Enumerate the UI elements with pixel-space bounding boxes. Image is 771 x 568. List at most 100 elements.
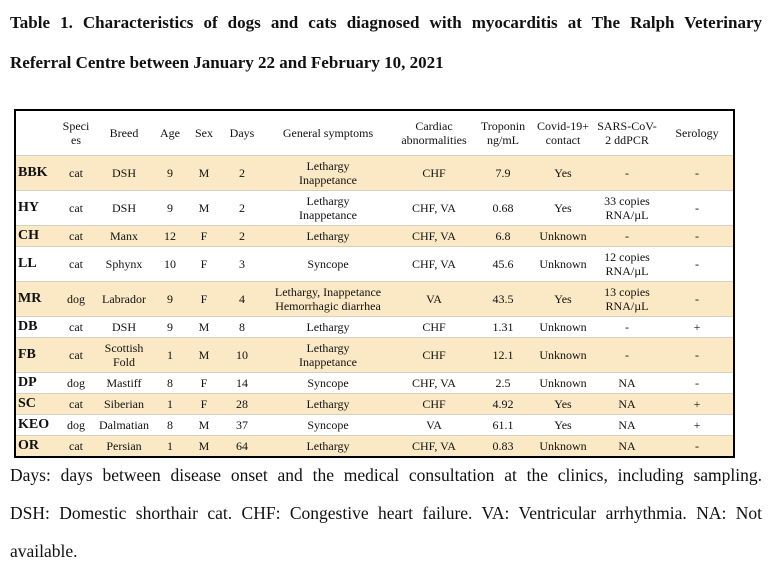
footnote-line-2: DSH: Domestic shorthair cat. CHF: Conges… bbox=[10, 502, 762, 523]
cell-general-symptoms: Syncope bbox=[307, 417, 349, 432]
column-header-ddpcr: SARS-CoV-2 ddPCR bbox=[593, 110, 661, 155]
table-caption-line-2: Referral Centre between January 22 and F… bbox=[10, 53, 444, 72]
cell-species: cat bbox=[69, 438, 83, 453]
cell-age: 9 bbox=[167, 165, 173, 180]
cell-troponin: 43.5 bbox=[492, 291, 514, 306]
cell-days: 2 bbox=[239, 228, 245, 243]
cell-cardiac-abnormalities: CHF, VA bbox=[412, 256, 456, 271]
cell-breed: DSH bbox=[111, 319, 136, 334]
row-id: MR bbox=[18, 290, 42, 306]
cell-days: 4 bbox=[239, 291, 245, 306]
cell-sex: M bbox=[198, 417, 210, 432]
cell-troponin: 2.5 bbox=[495, 375, 511, 390]
cell-ddpcr: 12 copies RNA/µL bbox=[604, 249, 650, 278]
cell-ddpcr: NA bbox=[618, 438, 636, 453]
table-row: DB cat DSH 9 M 8 Lethargy CHF 1.31 Unkno… bbox=[15, 316, 734, 337]
cell-serology: - bbox=[695, 256, 699, 271]
cell-general-symptoms: Lethargy Inappetance bbox=[299, 340, 357, 369]
cell-covid-contact: Yes bbox=[554, 291, 572, 306]
cell-breed: Dalmatian bbox=[99, 417, 149, 432]
cell-cardiac-abnormalities: CHF bbox=[422, 347, 446, 362]
cell-cardiac-abnormalities: CHF bbox=[422, 319, 446, 334]
column-header-age: Age bbox=[155, 110, 185, 155]
cell-serology: - bbox=[695, 375, 699, 390]
cell-sex: M bbox=[198, 347, 210, 362]
cell-covid-contact: Unknown bbox=[539, 375, 587, 390]
table-row: SC cat Siberian 1 F 28 Lethargy CHF 4.92… bbox=[15, 393, 734, 414]
cell-troponin: 0.68 bbox=[492, 200, 514, 215]
row-id: BBK bbox=[18, 164, 48, 180]
cell-serology: - bbox=[695, 347, 699, 362]
cell-general-symptoms: Lethargy Inappetance bbox=[299, 193, 357, 222]
cell-ddpcr: 33 copies RNA/µL bbox=[604, 193, 650, 222]
cell-general-symptoms: Lethargy Inappetance bbox=[299, 158, 357, 187]
row-id: HY bbox=[18, 199, 39, 215]
cell-days: 2 bbox=[239, 165, 245, 180]
cell-days: 2 bbox=[239, 200, 245, 215]
cell-cardiac-abnormalities: CHF, VA bbox=[412, 228, 456, 243]
cell-breed: Scottish Fold bbox=[104, 340, 144, 369]
cell-general-symptoms: Lethargy bbox=[306, 319, 350, 334]
row-id: LL bbox=[18, 255, 37, 271]
column-header-covid-contact: Covid-19+ contact bbox=[533, 110, 593, 155]
row-id: DB bbox=[18, 318, 38, 334]
cell-species: cat bbox=[69, 256, 83, 271]
cell-serology: - bbox=[695, 438, 699, 453]
cell-ddpcr: - bbox=[625, 165, 629, 180]
cell-sex: F bbox=[200, 228, 208, 243]
cell-general-symptoms: Syncope bbox=[307, 375, 349, 390]
column-header-cardiac-abnormalities: Cardiac abnormalities bbox=[395, 110, 473, 155]
column-header-general-symptoms: General symptoms bbox=[261, 110, 395, 155]
cell-serology: - bbox=[695, 291, 699, 306]
cell-age: 12 bbox=[164, 228, 176, 243]
cell-troponin: 61.1 bbox=[492, 417, 514, 432]
table-row: HY cat DSH 9 M 2 Lethargy Inappetance CH… bbox=[15, 190, 734, 225]
footnote-line-3: available. bbox=[10, 540, 78, 561]
cell-general-symptoms: Lethargy bbox=[306, 438, 350, 453]
cell-covid-contact: Unknown bbox=[539, 319, 587, 334]
table-row: LL cat Sphynx 10 F 3 Syncope CHF, VA 45.… bbox=[15, 246, 734, 281]
cell-breed: Manx bbox=[110, 228, 138, 243]
cell-serology: - bbox=[695, 165, 699, 180]
cell-sex: F bbox=[200, 396, 208, 411]
cell-species: cat bbox=[69, 319, 83, 334]
cell-breed: DSH bbox=[111, 165, 136, 180]
cell-ddpcr: - bbox=[625, 319, 629, 334]
table-row: DP dog Mastiff 8 F 14 Syncope CHF, VA 2.… bbox=[15, 372, 734, 393]
cell-species: cat bbox=[69, 396, 83, 411]
row-id: SC bbox=[18, 395, 36, 411]
row-id: CH bbox=[18, 227, 39, 243]
cell-age: 1 bbox=[167, 438, 173, 453]
cell-troponin: 45.6 bbox=[492, 256, 514, 271]
cell-species: cat bbox=[69, 165, 83, 180]
table-caption-line-1: Table 1. Characteristics of dogs and cat… bbox=[10, 13, 762, 32]
cell-serology: - bbox=[695, 200, 699, 215]
cell-breed: Siberian bbox=[104, 396, 144, 411]
cell-species: cat bbox=[69, 347, 83, 362]
column-header-troponin: Troponin ng/mL bbox=[473, 110, 533, 155]
cell-breed: Labrador bbox=[102, 291, 146, 306]
cell-age: 10 bbox=[164, 256, 176, 271]
table-row: KEO dog Dalmatian 8 M 37 Syncope VA 61.1… bbox=[15, 414, 734, 435]
cell-ddpcr: NA bbox=[618, 396, 636, 411]
row-id: DP bbox=[18, 374, 37, 390]
column-header-days: Days bbox=[223, 110, 261, 155]
cell-general-symptoms: Lethargy bbox=[306, 396, 350, 411]
row-id: FB bbox=[18, 346, 36, 362]
cell-age: 9 bbox=[167, 319, 173, 334]
cell-cardiac-abnormalities: CHF bbox=[422, 396, 446, 411]
cell-species: dog bbox=[67, 417, 85, 432]
cell-sex: M bbox=[198, 319, 210, 334]
cell-general-symptoms: Lethargy bbox=[306, 228, 350, 243]
characteristics-table: Species Breed Age Sex Days General sympt… bbox=[14, 109, 735, 458]
cell-troponin: 6.8 bbox=[495, 228, 511, 243]
cell-sex: M bbox=[198, 165, 210, 180]
cell-ddpcr: - bbox=[625, 228, 629, 243]
row-id: KEO bbox=[18, 416, 50, 432]
table-row: OR cat Persian 1 M 64 Lethargy CHF, VA 0… bbox=[15, 435, 734, 457]
table-row: FB cat Scottish Fold 1 M 10 Lethargy Ina… bbox=[15, 337, 734, 372]
cell-species: dog bbox=[67, 291, 85, 306]
cell-age: 1 bbox=[167, 396, 173, 411]
column-header-sex: Sex bbox=[185, 110, 223, 155]
cell-troponin: 1.31 bbox=[492, 319, 514, 334]
